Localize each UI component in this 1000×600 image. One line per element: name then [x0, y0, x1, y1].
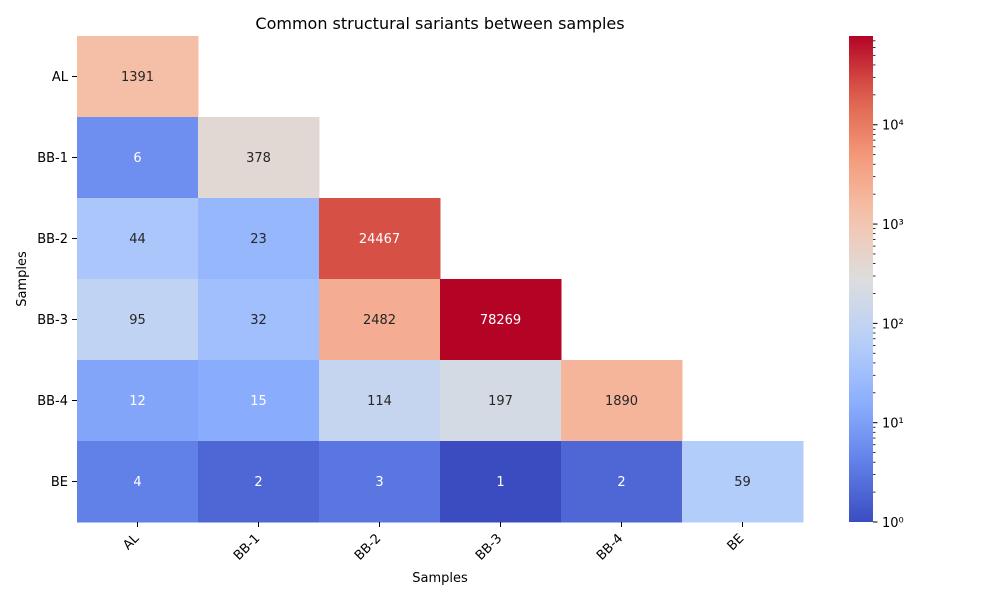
- y-axis: AL BB-1 BB-2 BB-3 BB-4 BE: [37, 70, 77, 490]
- heatmap-cell: [319, 360, 441, 442]
- heatmap-cell: [77, 279, 199, 361]
- heatmap-cell: [440, 441, 562, 523]
- colorbar-tick-label: 10³: [882, 218, 904, 233]
- cell-value-label: 2: [254, 475, 262, 490]
- heatmap-cell: [561, 441, 683, 523]
- cell-value-label: 32: [250, 313, 267, 328]
- heatmap-cell: [77, 36, 199, 118]
- heatmap-cell: [440, 360, 562, 442]
- cell-value-label: 23: [250, 232, 267, 247]
- x-tick-label: BB-4: [594, 531, 626, 563]
- heatmap-cell: [198, 198, 320, 280]
- cell-value-label: 1: [496, 475, 504, 490]
- cell-value-label: 12: [129, 394, 146, 409]
- heatmap-cell: [77, 441, 199, 523]
- heatmap-cell: [77, 198, 199, 280]
- heatmap-cell: [561, 360, 683, 442]
- heatmap-cell: [198, 360, 320, 442]
- colorbar-tick-label: 10¹: [882, 417, 904, 432]
- cell-value-label: 1391: [121, 70, 154, 85]
- cell-value-label: 2: [617, 475, 625, 490]
- y-tick-label: BB-4: [37, 394, 68, 409]
- cell-value-label: 95: [129, 313, 146, 328]
- y-tick-label: BB-1: [37, 151, 68, 166]
- cell-value-label: 44: [129, 232, 146, 247]
- cell-value-label: 59: [734, 475, 751, 490]
- chart-title: Common structural sariants between sampl…: [255, 14, 624, 33]
- heatmap-cell: [198, 117, 320, 199]
- x-tick-label: BB-3: [473, 531, 505, 563]
- colorbar-gradient: [849, 36, 873, 522]
- y-tick-label: BE: [51, 475, 68, 490]
- cell-value-label: 378: [246, 151, 271, 166]
- colorbar-tick-label: 10²: [882, 317, 904, 332]
- heatmap-cell: [440, 279, 562, 361]
- cell-value-label: 4: [133, 475, 141, 490]
- cell-value-label: 2482: [363, 313, 396, 328]
- cell-value-label: 6: [133, 151, 141, 166]
- colorbar-tick-label: 10⁰: [882, 516, 904, 531]
- cell-value-label: 197: [488, 394, 513, 409]
- cell-value-label: 1890: [605, 394, 638, 409]
- colorbar-tick-label: 10⁴: [882, 119, 904, 134]
- heatmap-cell: [319, 441, 441, 523]
- heatmap-cell: [77, 117, 199, 199]
- cell-value-label: 114: [367, 394, 392, 409]
- x-axis-label: Samples: [412, 571, 468, 586]
- x-tick-label: AL: [120, 531, 143, 554]
- cell-value-label: 78269: [480, 313, 521, 328]
- x-tick-label: BE: [725, 531, 748, 554]
- cell-value-label: 15: [250, 394, 267, 409]
- x-tick-label: BB-1: [231, 531, 263, 563]
- heatmap-cell: [319, 198, 441, 280]
- heatmap-cell: [198, 441, 320, 523]
- x-axis: AL BB-1 BB-2 BB-3 BB-4 BE: [120, 522, 747, 564]
- heatmap-cell: [198, 279, 320, 361]
- cell-value-label: 3: [375, 475, 383, 490]
- cell-value-label: 24467: [359, 232, 400, 247]
- heatmap-cell: [682, 441, 804, 523]
- y-axis-label: Samples: [15, 251, 30, 307]
- heatmap-cell: [77, 360, 199, 442]
- y-tick-label: BB-2: [37, 232, 68, 247]
- x-tick-label: BB-2: [352, 531, 384, 563]
- y-tick-label: BB-3: [37, 313, 68, 328]
- y-tick-label: AL: [52, 70, 69, 85]
- heatmap-cell: [319, 279, 441, 361]
- colorbar: 10⁰ 10¹ 10² 10³ 10⁴: [849, 36, 904, 531]
